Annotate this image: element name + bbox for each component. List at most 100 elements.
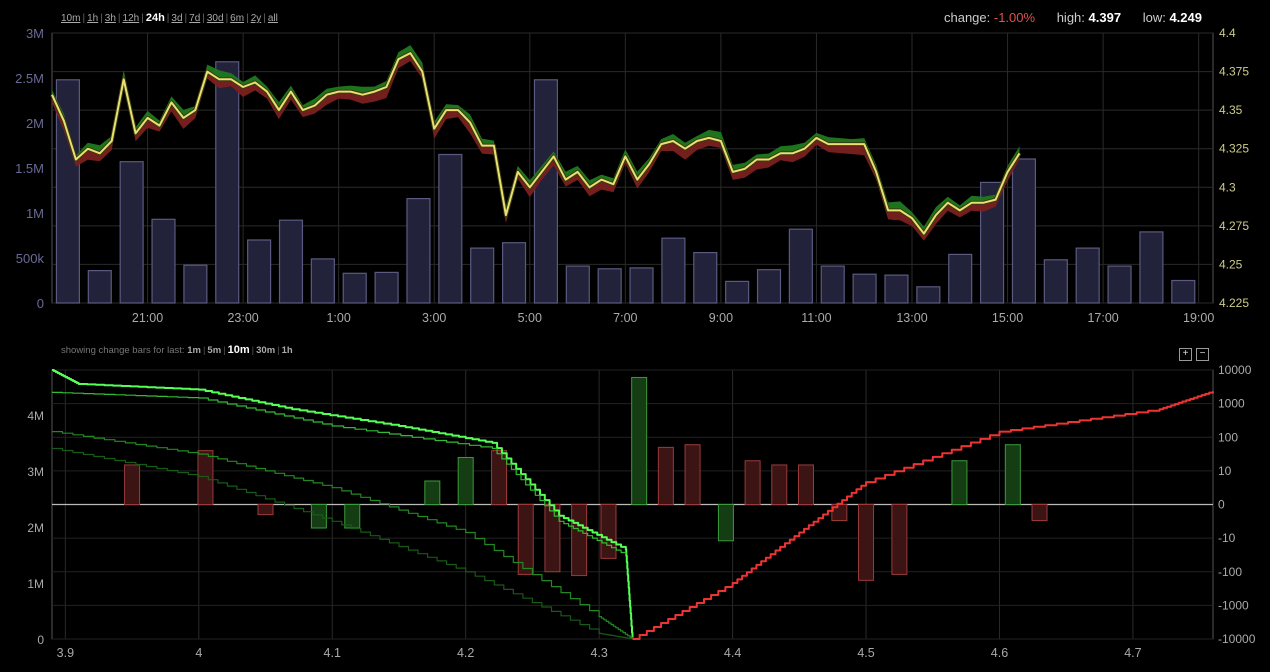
bottom-right-tick-label: 10000 <box>1218 363 1252 377</box>
change-bars-option-1m[interactable]: 1m <box>187 345 201 356</box>
volume-bar <box>597 268 622 304</box>
top-time-tick-label: 7:00 <box>613 311 637 325</box>
price-stats: change: -1.00% high: 4.397 low: 4.249 <box>944 10 1202 25</box>
range-option-1h[interactable]: 1h <box>87 13 99 24</box>
volume-bar <box>87 270 112 304</box>
depth-series-line <box>52 391 627 555</box>
change-bars-option-30m[interactable]: 30m <box>256 345 276 356</box>
change-bars-option-5m[interactable]: 5m <box>207 345 222 356</box>
bottom-left-tick-label: 4M <box>27 409 44 423</box>
top-time-tick-label: 11:00 <box>801 311 831 325</box>
volume-bar <box>278 219 304 304</box>
change-bars-option-10m[interactable]: 10m <box>227 344 250 356</box>
top-left-tick-label: 1.5M <box>15 161 44 176</box>
top-time-tick-label: 9:00 <box>709 311 733 325</box>
bottom-left-tick-label: 1M <box>27 577 44 591</box>
range-option-3h[interactable]: 3h <box>104 13 116 24</box>
change-bars-selector: showing change bars for last: 1m | 5m | 10m |… <box>61 344 293 356</box>
top-right-tick-label: 4.325 <box>1219 142 1249 156</box>
change-bar <box>717 504 734 542</box>
volume-bar <box>151 218 176 304</box>
volume-bar <box>980 181 1005 304</box>
change-value: -1.00% <box>993 10 1036 25</box>
low-label: low: <box>1142 10 1166 25</box>
depth-series-line <box>632 391 1214 640</box>
range-option-3d[interactable]: 3d <box>171 13 183 24</box>
top-right-tick-label: 4.375 <box>1219 65 1249 79</box>
change-bar <box>571 504 588 577</box>
bottom-left-tick-label: 0 <box>37 633 44 647</box>
zoom-in-button[interactable]: + <box>1179 348 1192 361</box>
volume-bar <box>916 286 941 304</box>
bottom-right-tick-label: 100 <box>1218 430 1238 444</box>
volume-bar <box>247 239 272 304</box>
volume-bar <box>693 252 718 304</box>
top-time-tick-label: 3:00 <box>422 311 446 325</box>
volume-bar <box>661 237 686 304</box>
change-bars-prefix: showing change bars for last: <box>61 345 185 356</box>
bottom-left-tick-label: 3M <box>27 465 44 479</box>
top-time-tick-label: 15:00 <box>992 311 1023 325</box>
range-option-30d[interactable]: 30d <box>206 13 224 24</box>
volume-bar <box>183 264 208 304</box>
volume-bar <box>119 161 144 304</box>
zoom-out-button[interactable]: − <box>1196 348 1209 361</box>
volume-bar <box>342 272 367 304</box>
depth-series-line <box>52 431 634 639</box>
volume-bar <box>215 61 240 304</box>
price-volume-chart: 4.225 4.25 4.275 4.3 4.325 4.35 4.375 4.4 0 500k 1… <box>15 26 1249 325</box>
change-bar <box>744 460 761 506</box>
volume-bar <box>884 274 909 304</box>
top-right-tick-label: 4.225 <box>1219 296 1249 310</box>
price-upper-band <box>52 45 1020 234</box>
volume-bar <box>1107 265 1132 304</box>
range-option-6m[interactable]: 6m <box>230 13 245 24</box>
change-bar <box>797 464 814 505</box>
top-right-tick-label: 4.4 <box>1219 26 1236 40</box>
zoom-controls: + − <box>1179 343 1213 361</box>
bottom-right-tick-label: -10000 <box>1218 632 1256 646</box>
price-line <box>51 52 1021 235</box>
range-option-12h[interactable]: 12h <box>122 13 140 24</box>
change-bar <box>1031 504 1048 522</box>
change-bar <box>631 376 648 505</box>
bottom-right-tick-label: -10 <box>1218 531 1236 545</box>
top-right-tick-label: 4.3 <box>1219 180 1236 194</box>
change-bars-option-1h[interactable]: 1h <box>281 345 293 356</box>
bottom-right-tick-label: 1000 <box>1218 397 1245 411</box>
volume-bar <box>406 198 431 304</box>
change-bar <box>858 504 875 581</box>
volume-bar <box>438 153 463 304</box>
range-option-10m[interactable]: 10m <box>61 13 81 24</box>
change-bar <box>257 504 274 516</box>
depth-series-line <box>52 447 634 640</box>
volume-bar <box>565 265 590 304</box>
change-bar <box>517 504 534 575</box>
range-option-24h[interactable]: 24h <box>145 12 165 24</box>
bottom-x-tick-label: 4.4 <box>724 646 741 660</box>
range-option-7d[interactable]: 7d <box>189 13 201 24</box>
high-value: 4.397 <box>1088 10 1122 25</box>
change-bar <box>457 456 474 505</box>
top-left-tick-label: 1M <box>26 206 44 221</box>
top-time-tick-label: 19:00 <box>1183 311 1214 325</box>
top-time-tick-label: 17:00 <box>1087 311 1118 325</box>
top-time-tick-label: 1:00 <box>326 311 350 325</box>
range-option-2y[interactable]: 2y <box>250 13 262 24</box>
change-bar <box>491 450 508 506</box>
range-option-all[interactable]: all <box>267 13 278 24</box>
bottom-x-tick-label: 4.7 <box>1124 646 1141 660</box>
top-left-tick-label: 0 <box>37 296 44 311</box>
range-selector: 10m | 1h | 3h | 12h | 24h | 3d | 7d | 30d | 6m | 2y | all <box>61 12 278 24</box>
depth-chart: 3.9 4 4.1 4.2 4.3 4.4 4.5 4.6 4.701M2M3M4M-10000… <box>27 363 1255 660</box>
change-bar <box>684 444 701 505</box>
bottom-left-tick-label: 2M <box>27 521 44 535</box>
top-time-tick-label: 5:00 <box>518 311 542 325</box>
volume-bar <box>852 273 877 304</box>
volume-bar <box>310 258 335 304</box>
top-right-tick-label: 4.35 <box>1219 103 1243 117</box>
change-bar <box>891 504 908 575</box>
bottom-right-tick-label: 10 <box>1218 464 1232 478</box>
volume-bar <box>1075 247 1100 304</box>
